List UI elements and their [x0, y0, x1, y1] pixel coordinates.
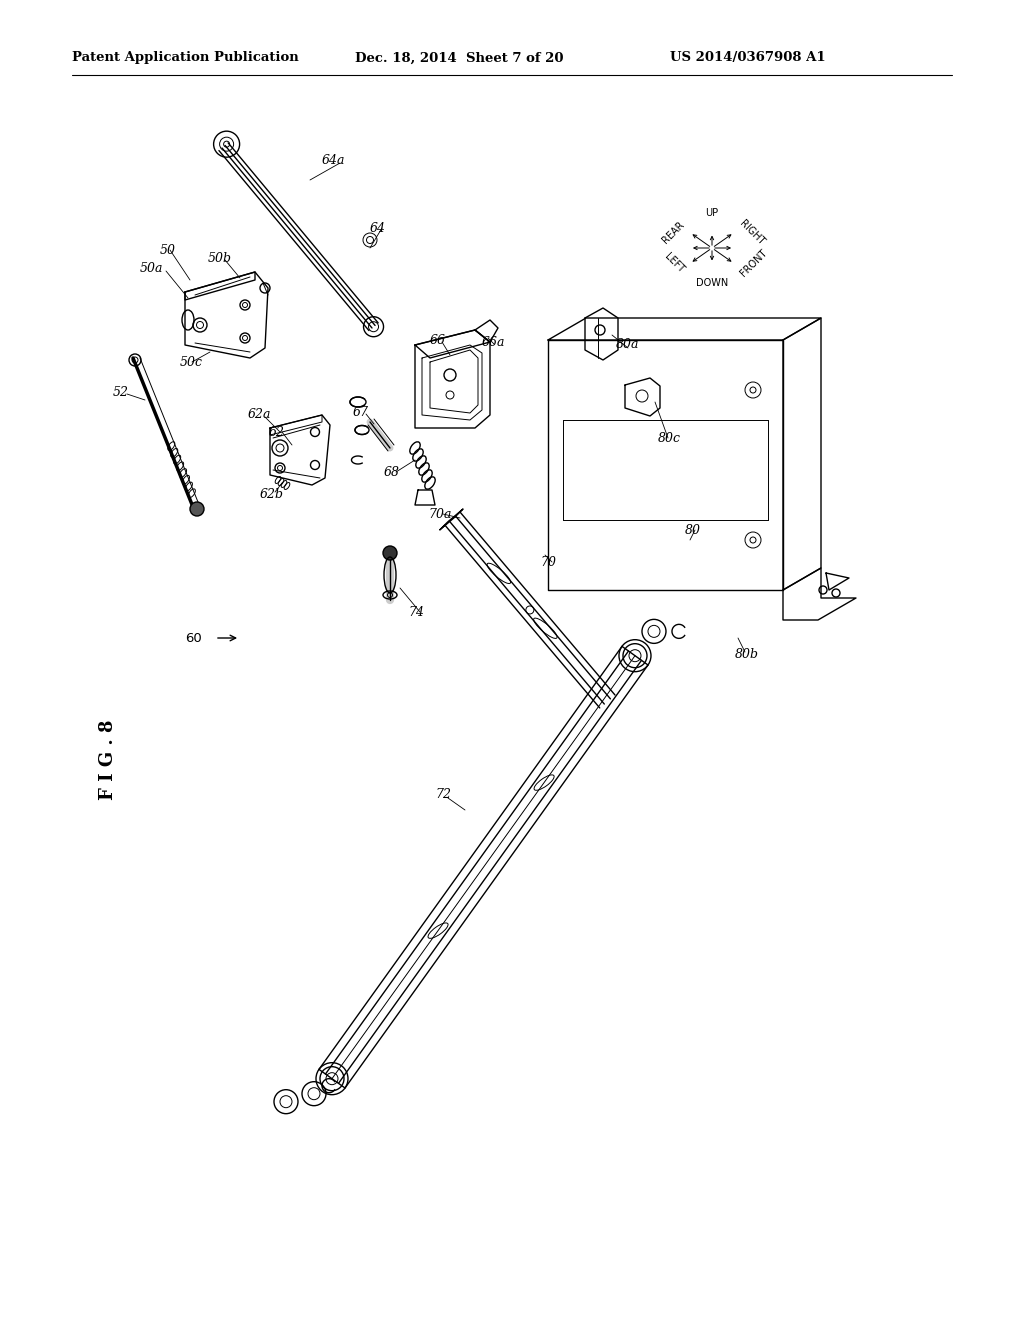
Text: RIGHT: RIGHT — [738, 219, 767, 247]
Text: 50: 50 — [160, 243, 176, 256]
Text: 80b: 80b — [735, 648, 759, 661]
Text: 52: 52 — [113, 385, 129, 399]
Text: 50c: 50c — [180, 355, 203, 368]
Text: 64a: 64a — [322, 153, 345, 166]
Text: UP: UP — [706, 209, 719, 218]
Text: LEFT: LEFT — [663, 251, 686, 275]
Text: 60: 60 — [185, 631, 202, 644]
Text: 62a: 62a — [248, 408, 271, 421]
Text: REAR: REAR — [660, 220, 686, 246]
Text: 70a: 70a — [428, 507, 452, 520]
Text: 80c: 80c — [658, 432, 681, 445]
Text: FRONT: FRONT — [738, 248, 769, 279]
Text: 67: 67 — [353, 405, 369, 418]
Text: 66: 66 — [430, 334, 446, 346]
Text: 72: 72 — [435, 788, 451, 801]
Circle shape — [383, 546, 397, 560]
Text: 74: 74 — [408, 606, 424, 619]
Text: 62b: 62b — [260, 488, 284, 502]
Text: DOWN: DOWN — [696, 279, 728, 288]
Text: 70: 70 — [540, 556, 556, 569]
Text: Dec. 18, 2014  Sheet 7 of 20: Dec. 18, 2014 Sheet 7 of 20 — [355, 51, 563, 65]
Text: 66a: 66a — [482, 335, 506, 348]
Text: 80a: 80a — [616, 338, 640, 351]
Text: US 2014/0367908 A1: US 2014/0367908 A1 — [670, 51, 825, 65]
Text: F I G . 8: F I G . 8 — [99, 719, 117, 800]
Text: 68: 68 — [384, 466, 400, 479]
Text: 50a: 50a — [140, 261, 164, 275]
Text: 62: 62 — [269, 425, 285, 438]
Text: 50b: 50b — [208, 252, 232, 264]
Text: 64: 64 — [370, 222, 386, 235]
Circle shape — [190, 502, 204, 516]
Text: 80: 80 — [685, 524, 701, 536]
Text: Patent Application Publication: Patent Application Publication — [72, 51, 299, 65]
